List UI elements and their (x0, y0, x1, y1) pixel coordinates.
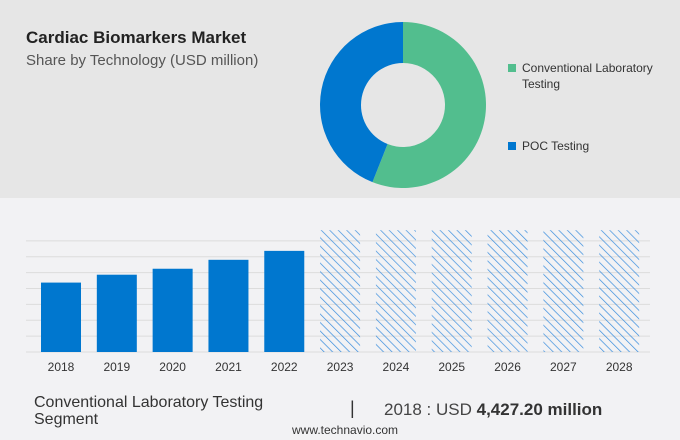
bar-2018 (41, 282, 81, 352)
x-tick-label: 2024 (383, 360, 410, 374)
legend-swatch (508, 142, 516, 150)
legend-item-conventional: Conventional Laboratory Testing (508, 60, 680, 92)
x-tick-label: 2022 (271, 360, 298, 374)
bar-2020 (152, 268, 193, 352)
legend-label: Conventional Laboratory Testing (522, 61, 653, 91)
x-tick-label: 2028 (606, 360, 633, 374)
bar-2028 (599, 230, 640, 352)
year-label: 2018 : USD (384, 400, 477, 419)
source-link[interactable]: www.technavio.com (292, 423, 399, 437)
x-tick-label: 2021 (215, 360, 242, 374)
x-tick-label: 2019 (103, 360, 130, 374)
x-tick-label: 2020 (159, 360, 186, 374)
bar-2026 (487, 230, 528, 352)
x-tick-label: 2026 (494, 360, 521, 374)
bar-2024 (375, 230, 416, 352)
chart-title: Cardiac Biomarkers Market (26, 28, 247, 47)
segment-label: Conventional Laboratory Testing Segment (34, 394, 264, 428)
x-tick-label: 2025 (438, 360, 465, 374)
bar-2027 (543, 230, 584, 352)
chart-subtitle: Share by Technology (USD million) (26, 52, 259, 69)
x-tick-label: 2023 (327, 360, 354, 374)
donut-chart (320, 22, 487, 189)
value-text: 4,427.20 million (476, 400, 603, 419)
separator: | (350, 398, 355, 418)
legend-item-poc: POC Testing (508, 138, 680, 154)
donut-slice-1 (320, 22, 403, 183)
bar-2025 (431, 230, 472, 352)
x-tick-label: 2027 (550, 360, 577, 374)
bar-2021 (208, 259, 249, 352)
bar-2019 (96, 274, 137, 352)
legend-label: POC Testing (522, 139, 590, 153)
segment-value: 2018 : USD 4,427.20 million (384, 400, 602, 420)
x-tick-label: 2018 (48, 360, 75, 374)
legend-swatch (508, 64, 516, 72)
bar-2022 (264, 250, 305, 352)
bar-chart: 2018 2019 2020 2021 2022 2023 2024 2025 2026 2027… (26, 230, 650, 374)
donut-slice-0 (372, 22, 487, 189)
bar-2023 (320, 230, 361, 352)
